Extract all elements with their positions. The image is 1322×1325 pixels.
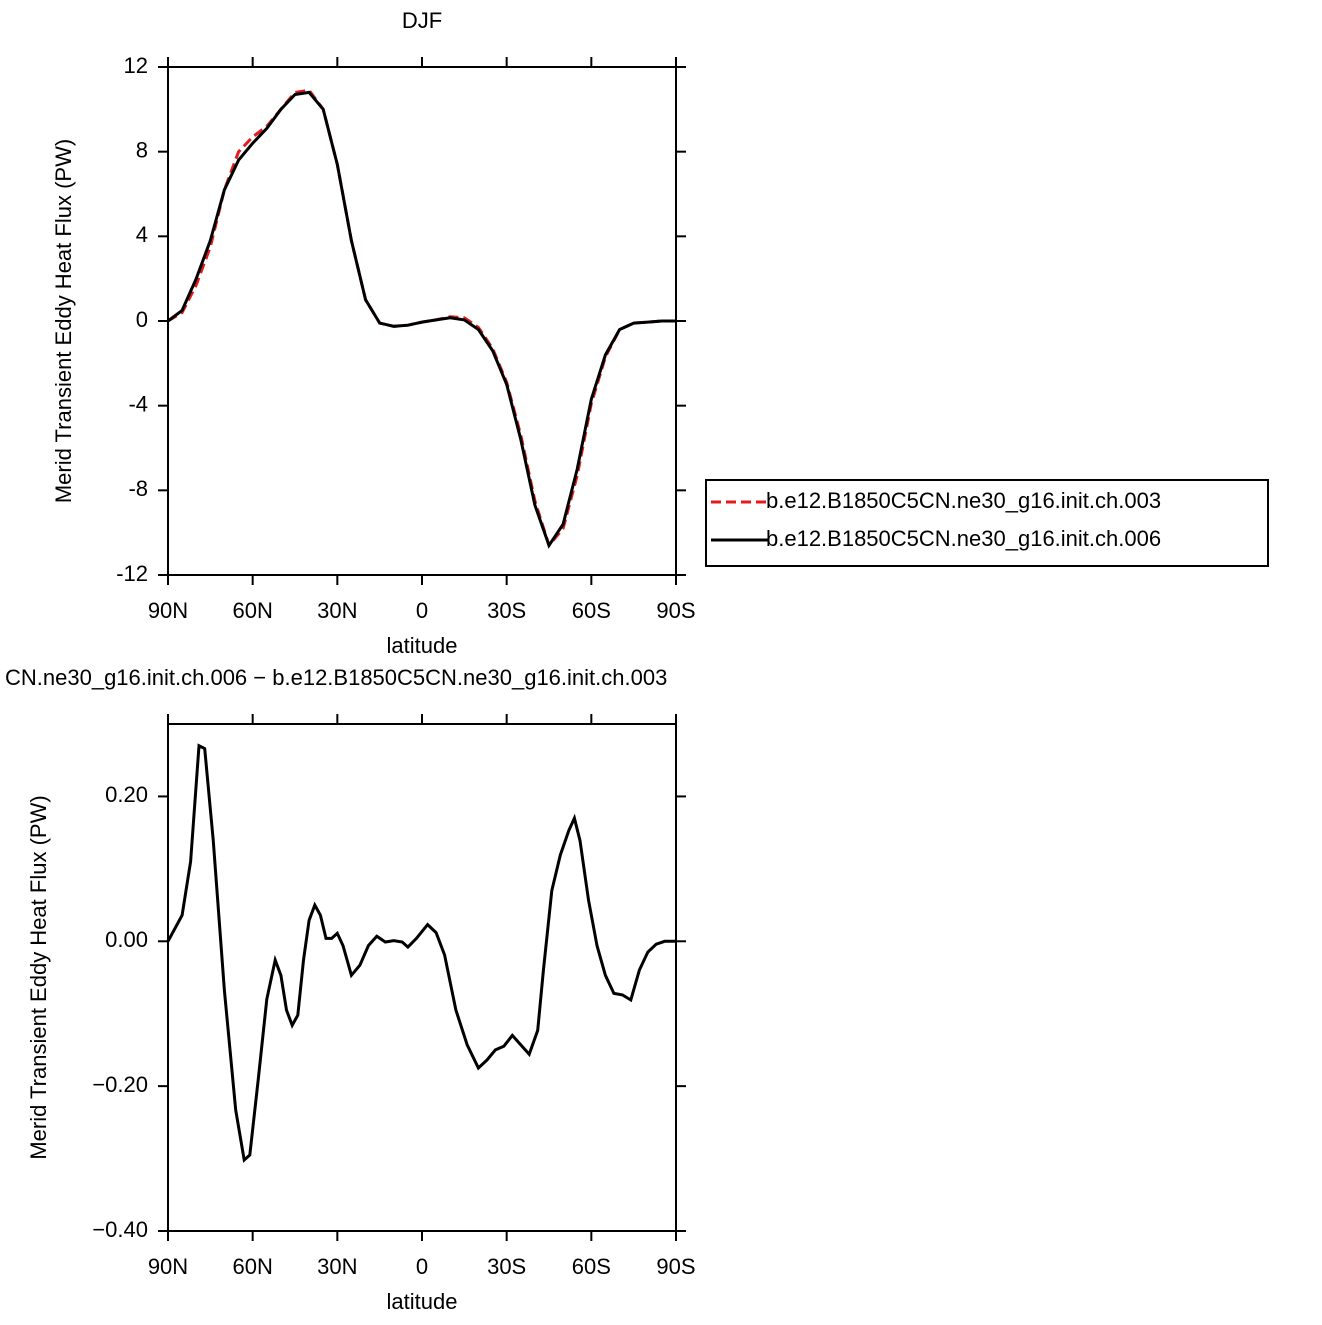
y-tick-label: 0.00 [105, 927, 148, 952]
plot-frame [167, 66, 677, 576]
y-tick-label: 12 [124, 53, 148, 78]
x-tick-label: 90S [656, 1254, 695, 1279]
x-tick-label: 30N [317, 598, 357, 623]
x-axis-label: latitude [387, 633, 458, 658]
legend-label: b.e12.B1850C5CN.ne30_g16.init.ch.006 [766, 526, 1161, 551]
y-tick-label: −0.20 [92, 1072, 148, 1097]
x-tick-label: 30N [317, 1254, 357, 1279]
y-tick-label: -12 [116, 561, 148, 586]
y-tick-label: −0.40 [92, 1217, 148, 1242]
y-axis-label: Merid Transient Eddy Heat Flux (PW) [26, 795, 51, 1159]
legend-label: b.e12.B1850C5CN.ne30_g16.init.ch.003 [766, 488, 1161, 513]
x-tick-label: 60S [572, 598, 611, 623]
x-tick-label: 90S [656, 598, 695, 623]
x-tick-label: 60N [232, 598, 272, 623]
y-tick-label: 8 [136, 137, 148, 162]
x-tick-label: 60N [232, 1254, 272, 1279]
x-tick-label: 60S [572, 1254, 611, 1279]
y-tick-label: 0.20 [105, 782, 148, 807]
x-tick-label: 0 [416, 1254, 428, 1279]
x-axis-label: latitude [387, 1289, 458, 1314]
chart-title: DJF [402, 8, 442, 33]
data-line [167, 90, 676, 549]
x-tick-label: 90N [148, 598, 188, 623]
x-tick-label: 30S [487, 598, 526, 623]
y-axis-label: Merid Transient Eddy Heat Flux (PW) [51, 139, 76, 503]
y-tick-label: 4 [136, 222, 148, 247]
chart-title: CN.ne30_g16.init.ch.006 − b.e12.B1850C5C… [5, 665, 667, 690]
data-line [166, 743, 676, 1163]
y-tick-label: 0 [136, 307, 148, 332]
y-tick-label: -8 [128, 476, 148, 501]
x-tick-label: 90N [148, 1254, 188, 1279]
legend-box [705, 479, 1269, 567]
x-tick-label: 30S [487, 1254, 526, 1279]
x-tick-label: 0 [416, 598, 428, 623]
plot-frame [167, 723, 677, 1232]
y-tick-label: -4 [128, 391, 148, 416]
data-line [167, 88, 676, 549]
